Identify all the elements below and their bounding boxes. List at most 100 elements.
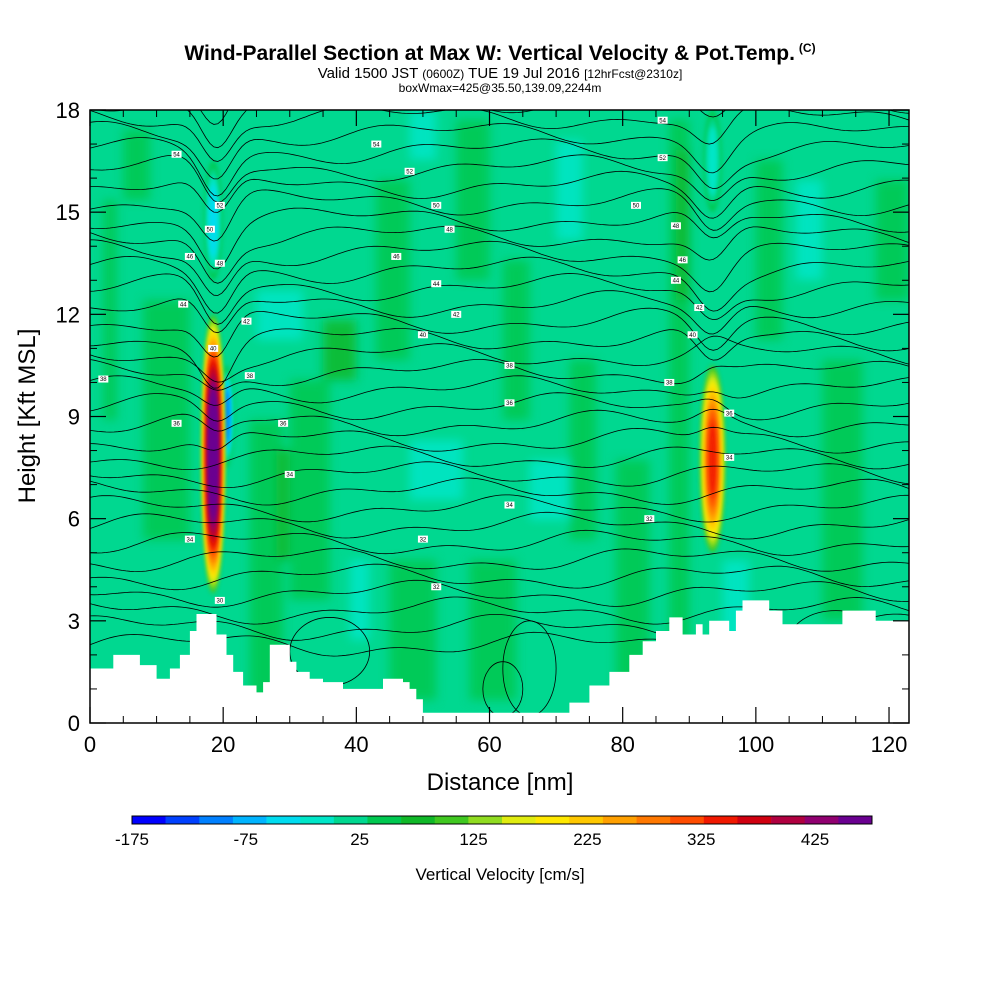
colorbar-swatch [804, 816, 839, 824]
isentrope-label-bg [664, 378, 675, 386]
isentrope-label: 32 [644, 515, 655, 523]
box-info: boxWmax=425@35.50,139.09,2244m [398, 81, 602, 95]
isentrope-label-bg [444, 225, 455, 233]
isentrope-line [90, 207, 909, 270]
isentrope-label-text: 30 [216, 599, 223, 605]
copyright-mark: (C) [798, 41, 816, 55]
isentrope-label-text: 46 [393, 255, 400, 261]
isentrope-label: 48 [214, 259, 225, 267]
isentrope-line [90, 110, 909, 162]
texture-band [569, 360, 597, 540]
colorbar-swatch [165, 816, 200, 824]
isentrope-label-bg [417, 535, 428, 543]
colorbar-tick-label: 125 [459, 830, 487, 849]
isentrope-label-text: 48 [216, 261, 223, 267]
isentrope-line [90, 154, 909, 203]
isentrope-label-bg [694, 304, 705, 312]
isentrope-label-bg [417, 331, 428, 339]
x-tick-label: 60 [477, 732, 501, 757]
isentrope-label-text: 32 [646, 517, 653, 523]
isentrope-label-text: 32 [433, 585, 440, 591]
texture-band [875, 180, 909, 300]
colorbar-tick-label: -75 [234, 830, 259, 849]
isentrope-label: 52 [404, 167, 415, 176]
colorbar-tick-label: 225 [573, 830, 601, 849]
texture-band [456, 120, 490, 280]
isentrope-label-text: 38 [100, 377, 107, 383]
colorbar-tick-label: 25 [350, 830, 369, 849]
downdraft-core [703, 110, 722, 213]
x-tick-label: 20 [211, 732, 235, 757]
isentrope-label-text: 54 [173, 152, 180, 158]
y-tick-label: 0 [68, 711, 80, 736]
colorbar-tick-label: 425 [801, 830, 829, 849]
isentrope-line [90, 255, 909, 314]
forecast-info: [12hrFcst@2310z] [584, 67, 683, 81]
colorbar-swatch [636, 816, 671, 824]
isentrope-label: 34 [284, 470, 295, 479]
isentrope-label-bg [431, 201, 442, 209]
isentrope-label-text: 50 [207, 227, 214, 233]
isentrope-label-text: 40 [210, 347, 217, 353]
isentrope-label: 44 [431, 280, 442, 288]
isentrope-label: 36 [171, 419, 182, 428]
isentrope-label: 30 [214, 596, 225, 605]
isentrope-label: 48 [670, 222, 681, 230]
isentrope-line [199, 110, 229, 125]
isentrope-label-text: 42 [696, 306, 703, 312]
terrain-mask [90, 600, 909, 723]
y-tick-label: 15 [56, 200, 80, 225]
isentrope-line [90, 273, 909, 325]
texture-band [556, 140, 583, 240]
isentrope-label-text: 36 [506, 401, 513, 407]
isentrope-label: 44 [670, 276, 681, 284]
isentrope-line [90, 307, 909, 358]
isentrope-label-bg [431, 583, 442, 591]
texture-band [795, 180, 823, 280]
valid-time: Valid 1500 JST [317, 65, 419, 82]
isentrope-line [90, 170, 909, 219]
isentrope-label-bg [657, 154, 668, 162]
isentrope-label-text: 52 [659, 156, 666, 162]
isentrope-label-text: 54 [373, 142, 380, 148]
velocity-field [90, 110, 909, 723]
isentrope-line [90, 188, 909, 242]
isentrope-label-bg [241, 317, 252, 325]
isentrope-label-bg [204, 225, 215, 233]
colorbar-swatch [199, 816, 234, 824]
colorbar-swatch [434, 816, 469, 824]
isentrope-label: 34 [184, 535, 195, 543]
y-tick-label: 3 [68, 609, 80, 634]
isentrope-label: 50 [631, 201, 641, 210]
isentrope-label: 40 [687, 331, 698, 339]
isentrope-line [90, 392, 909, 422]
isentrope-label-bg [214, 259, 225, 267]
isentrope-line [90, 494, 909, 523]
isentrope-label-bg [178, 300, 189, 308]
isentrope-label: 52 [657, 154, 668, 162]
isentrope-line [90, 548, 909, 573]
isentrope-label: 38 [98, 375, 109, 383]
colorbar-swatch [132, 816, 166, 824]
isentrope-label: 36 [724, 409, 735, 417]
isentrope-label-bg [644, 515, 655, 523]
isentrope-label: 46 [677, 256, 688, 264]
isentrope-line [95, 110, 909, 149]
colorbar-title: Vertical Velocity [cm/s] [415, 865, 584, 884]
isentrope-label-bg [371, 140, 382, 148]
isentrope-label-bg [724, 409, 735, 417]
isentrope-label-bg [278, 419, 289, 427]
colorbar-tick-label: 325 [687, 830, 715, 849]
isentrope-label-bg [214, 201, 225, 209]
x-tick-label: 80 [610, 732, 634, 757]
isentrope-line [90, 596, 909, 625]
texture-band [389, 560, 437, 700]
isentrope-label-text: 50 [433, 204, 440, 210]
colorbar-swatch [838, 816, 873, 824]
isentrope-label-text: 44 [433, 282, 440, 288]
y-tick-label: 18 [56, 98, 80, 123]
x-tick-label: 100 [737, 732, 774, 757]
isentrope-label-text: 38 [506, 364, 513, 370]
isentrope-label: 38 [244, 372, 255, 380]
